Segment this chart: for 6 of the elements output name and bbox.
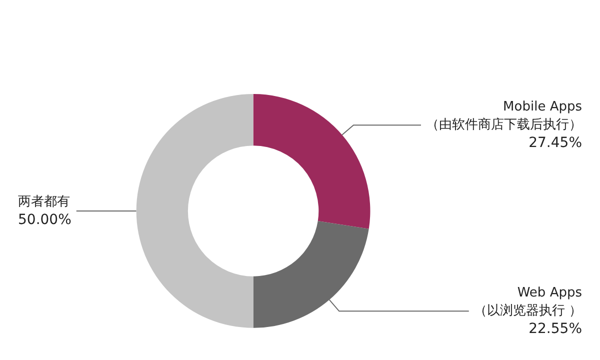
data-label: 27.45% xyxy=(528,135,582,152)
data-label: 22.55% xyxy=(528,321,582,338)
data-label: 50.00% xyxy=(18,212,72,228)
slice-label: Mobile Apps （由软件商店下载后执行） xyxy=(426,100,582,133)
slice-label: 两者都有 xyxy=(18,194,70,210)
slice-label: Web Apps （以浏览器执行 ） xyxy=(474,286,582,319)
